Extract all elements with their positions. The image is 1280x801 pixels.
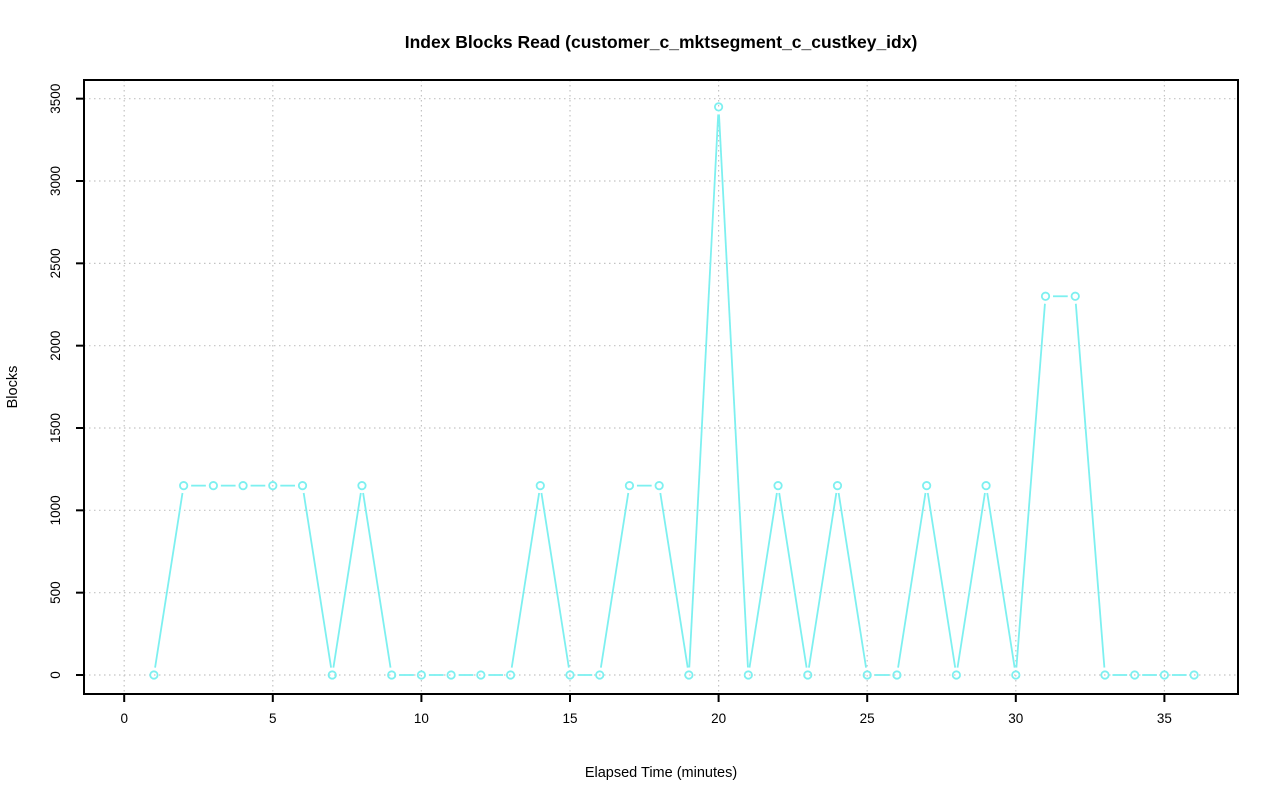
y-axis: 0 500 1000 1500 2000 2500 3000 3500: [48, 84, 84, 679]
y-tick-label: 500: [48, 581, 63, 604]
y-tick-label: 1000: [48, 495, 63, 525]
data-point-marker: [1100, 670, 1110, 680]
data-point-marker: [922, 481, 932, 491]
data-point-marker: [297, 481, 308, 491]
data-point-marker: [1159, 670, 1170, 680]
data-point-marker: [862, 670, 872, 680]
x-tick-label: 30: [1008, 711, 1023, 726]
data-point-marker: [743, 670, 753, 680]
x-tick-label: 0: [120, 711, 128, 726]
y-tick-label: 3000: [48, 166, 63, 196]
data-point-marker: [1130, 670, 1140, 680]
series-line: [154, 114, 1187, 676]
data-point-marker: [387, 670, 397, 680]
x-tick-label: 15: [562, 711, 577, 726]
data-point-marker: [1040, 291, 1051, 301]
x-tick-label: 10: [414, 711, 429, 726]
data-point-marker: [149, 670, 159, 680]
data-point-marker: [951, 670, 961, 680]
plot-box: [83, 79, 1239, 695]
x-axis: 0 5 10 15 20 25 30 35: [120, 694, 1172, 726]
data-point-marker: [832, 481, 843, 491]
x-tick-label: 20: [711, 711, 726, 726]
data-point-marker: [505, 670, 516, 680]
data-point-marker: [446, 670, 456, 680]
chart-title: Index Blocks Read (customer_c_mktsegment…: [405, 32, 918, 52]
data-point-marker: [892, 670, 902, 680]
y-tick-label: 3500: [48, 84, 63, 114]
data-point-marker: [595, 670, 605, 680]
data-point-marker: [327, 670, 337, 680]
data-point-marker: [565, 670, 575, 680]
x-axis-label: Elapsed Time (minutes): [585, 765, 737, 781]
y-tick-label: 1500: [48, 413, 63, 443]
data-point-marker: [1189, 670, 1199, 680]
data-point-marker: [803, 670, 813, 680]
data-point-marker: [476, 670, 486, 680]
data-point-marker: [179, 481, 189, 491]
y-tick-label: 0: [48, 671, 63, 679]
grid-lines: [84, 80, 1238, 694]
y-tick-label: 2500: [48, 248, 63, 278]
y-axis-label: Blocks: [5, 366, 21, 409]
x-tick-label: 35: [1157, 711, 1172, 726]
data-point-marker: [357, 481, 367, 491]
x-tick-label: 25: [860, 711, 875, 726]
data-point-marker: [1011, 670, 1021, 680]
data-point-marker: [654, 481, 664, 491]
data-point-marker: [535, 481, 545, 491]
data-point-marker: [773, 481, 783, 491]
data-point-marker: [624, 481, 635, 491]
data-point-marker: [713, 102, 724, 112]
data-point-marker: [238, 481, 248, 491]
data-point-marker: [268, 481, 278, 491]
data-point-marker: [416, 670, 426, 680]
data-point-marker: [981, 481, 991, 491]
x-tick-label: 5: [269, 711, 277, 726]
series-markers: [149, 102, 1199, 680]
data-point-marker: [684, 670, 694, 680]
data-point-marker: [1070, 291, 1080, 301]
y-tick-label: 2000: [48, 331, 63, 361]
data-point-marker: [208, 481, 218, 491]
